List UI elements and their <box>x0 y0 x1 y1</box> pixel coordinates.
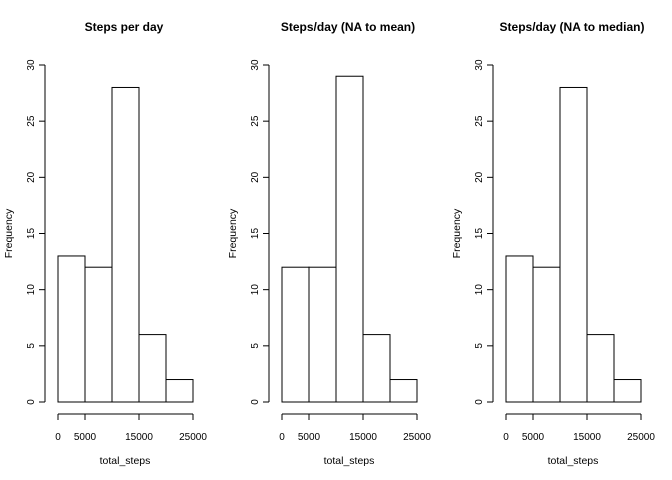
histogram-panel-1: Steps per day 0 5 10 15 20 25 30 Frequency 0 5000 1… <box>3 20 207 467</box>
y-tick-label: 30 <box>250 59 261 71</box>
histogram-bar <box>613 379 642 403</box>
y-tick-label: 15 <box>26 228 37 240</box>
histogram-bar <box>84 266 113 403</box>
x-tick-label: 5000 <box>298 432 321 443</box>
y-tick-label: 0 <box>474 399 485 405</box>
y-tick-label: 5 <box>26 343 37 349</box>
y-tick-label: 30 <box>26 59 37 71</box>
x-tick-label: 0 <box>503 432 509 443</box>
histogram-bar <box>505 255 534 403</box>
y-tick-label: 5 <box>474 343 485 349</box>
histogram-bar <box>586 334 615 403</box>
histogram-bar <box>165 379 194 403</box>
y-tick-label: 5 <box>250 343 261 349</box>
histogram-bar <box>389 379 418 403</box>
y-tick-label: 0 <box>250 399 261 405</box>
histogram-bar <box>138 334 167 403</box>
y-tick-label: 20 <box>250 171 261 183</box>
y-axis-label: Frequency <box>451 208 463 258</box>
histogram-bar <box>57 255 86 403</box>
histogram-bar <box>111 86 140 403</box>
y-tick-label: 30 <box>474 59 485 71</box>
x-tick-label: 15000 <box>573 432 601 443</box>
y-tick-label: 10 <box>26 284 37 296</box>
x-tick-label: 15000 <box>125 432 153 443</box>
histogram-bar <box>281 266 310 403</box>
x-tick-label: 5000 <box>522 432 545 443</box>
x-tick-label: 25000 <box>403 432 431 443</box>
y-tick-label: 20 <box>474 171 485 183</box>
y-axis-label: Frequency <box>227 208 239 258</box>
chart-title: Steps per day <box>85 20 164 34</box>
chart-title: Steps/day (NA to median) <box>500 20 645 34</box>
y-tick-label: 25 <box>26 115 37 127</box>
y-tick-label: 0 <box>26 399 37 405</box>
y-tick-label: 15 <box>250 228 261 240</box>
x-tick-label: 15000 <box>349 432 377 443</box>
y-tick-label: 10 <box>474 284 485 296</box>
histogram-bar <box>532 266 561 403</box>
x-tick-label: 0 <box>279 432 285 443</box>
x-axis-label: total_steps <box>548 455 599 467</box>
histogram-bar <box>559 86 588 403</box>
x-tick-label: 0 <box>55 432 61 443</box>
chart-title: Steps/day (NA to mean) <box>281 20 415 34</box>
y-tick-label: 10 <box>250 284 261 296</box>
y-tick-label: 20 <box>26 171 37 183</box>
x-tick-label: 5000 <box>74 432 97 443</box>
histogram-panel-3: Steps/day (NA to median) 0 5 10 15 20 25 30 Freq… <box>451 20 655 467</box>
x-tick-label: 25000 <box>627 432 655 443</box>
x-axis-label: total_steps <box>100 455 151 467</box>
histogram-bar <box>362 334 391 403</box>
histogram-panel-2: Steps/day (NA to mean) 0 5 10 15 20 25 30 Freque… <box>227 20 431 467</box>
histogram-bar <box>308 266 337 403</box>
x-axis-label: total_steps <box>324 455 375 467</box>
x-tick-label: 25000 <box>179 432 207 443</box>
y-axis-label: Frequency <box>3 208 15 258</box>
y-tick-label: 15 <box>474 228 485 240</box>
y-tick-label: 25 <box>474 115 485 127</box>
y-tick-label: 25 <box>250 115 261 127</box>
histogram-bar <box>335 75 364 403</box>
